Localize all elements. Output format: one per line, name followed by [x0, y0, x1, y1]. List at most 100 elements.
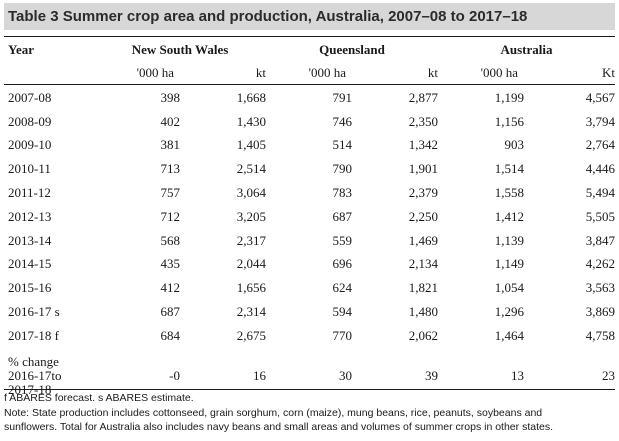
table-row: 2017-18 f 684 2,675 770 2,062 1,464 4,758 [4, 324, 615, 348]
rule-row [4, 84, 615, 86]
value-cell: 4,262 [585, 256, 615, 272]
value-cell: 4,758 [585, 327, 615, 343]
value-cell: 791 [332, 89, 353, 105]
pct-cell: 16 [253, 367, 266, 383]
table-row: 2014-15 435 2,044 696 2,134 1,149 4,262 [4, 253, 615, 277]
value-cell: 1,901 [408, 161, 438, 177]
value-cell: 2,044 [236, 256, 266, 272]
value-cell: 398 [160, 89, 181, 105]
value-cell: 3,064 [236, 185, 266, 201]
year-cell: 2016-17 s [8, 304, 60, 320]
value-cell: 1,469 [408, 232, 438, 248]
year-cell: 2009-10 [8, 137, 52, 153]
value-cell: 4,446 [585, 161, 615, 177]
value-cell: 1,342 [408, 137, 438, 153]
value-cell: 1,199 [494, 89, 524, 105]
qld-header: Queensland [319, 41, 385, 57]
note-line: Note: State production includes cottonse… [4, 406, 543, 419]
nsw-header: New South Wales [131, 41, 229, 57]
value-cell: 1,480 [408, 304, 438, 320]
table-row: 2011-12 757 3,064 783 2,379 1,558 5,494 [4, 181, 615, 205]
unit-label: '000 ha [308, 64, 346, 80]
value-cell: 712 [160, 208, 181, 224]
value-cell: 1,296 [494, 304, 524, 320]
value-cell: 903 [504, 137, 525, 153]
value-cell: 1,464 [494, 327, 524, 343]
value-cell: 770 [332, 327, 353, 343]
value-cell: 1,656 [236, 280, 266, 296]
value-cell: 746 [332, 113, 353, 129]
value-cell: 2,514 [236, 161, 266, 177]
pct-cell: -0 [169, 367, 180, 383]
year-cell: 2010-11 [8, 161, 51, 177]
value-cell: 1,558 [494, 185, 524, 201]
aus-header: Australia [500, 41, 553, 57]
table-row: 2016-17 s 687 2,314 594 1,480 1,296 3,869 [4, 300, 615, 324]
data-rows: 2007-08 398 1,668 791 2,877 1,199 4,567 2008-09… [4, 86, 615, 348]
pct-label-line: % change [8, 353, 59, 369]
value-cell: 2,764 [585, 137, 615, 153]
year-cell: 2013-14 [8, 232, 52, 248]
pct-label-line: 2016-17to [8, 367, 62, 383]
year-cell: 2008-09 [8, 113, 52, 129]
value-cell: 3,847 [585, 232, 615, 248]
value-cell: 713 [160, 161, 181, 177]
value-cell: 757 [160, 185, 181, 201]
value-cell: 2,134 [408, 256, 438, 272]
value-cell: 559 [332, 232, 353, 248]
value-cell: 2,317 [236, 232, 266, 248]
value-cell: 4,567 [585, 89, 615, 105]
pct-change-row: % change 2016-17to 2017-18 -0 16 30 39 1… [4, 348, 615, 404]
footnote-forecast: f ABARES forecast. s ABARES estimate. [4, 392, 194, 404]
value-cell: 402 [160, 113, 181, 129]
value-cell: 1,139 [494, 232, 524, 248]
value-cell: 5,494 [585, 185, 615, 201]
value-cell: 2,314 [236, 304, 266, 320]
table-title: Table 3 Summer crop area and production,… [4, 3, 615, 30]
table-row: 2007-08 398 1,668 791 2,877 1,199 4,567 [4, 86, 615, 110]
value-cell: 1,514 [494, 161, 524, 177]
value-cell: 381 [160, 137, 181, 153]
value-cell: 3,563 [585, 280, 615, 296]
value-cell: 435 [160, 256, 181, 272]
table-row: 2009-10 381 1,405 514 1,342 903 2,764 [4, 134, 615, 158]
bottom-rule [4, 389, 615, 390]
value-cell: 568 [160, 232, 181, 248]
year-cell: 2015-16 [8, 280, 52, 296]
table-notes: f ABARES forecast. s ABARES estimate. No… [4, 391, 615, 435]
table-row: 2010-11 713 2,514 790 1,901 1,514 4,446 [4, 157, 615, 181]
value-cell: 3,205 [236, 208, 266, 224]
value-cell: 1,668 [236, 89, 266, 105]
value-cell: 2,379 [408, 185, 438, 201]
pct-cell: 23 [602, 367, 615, 383]
year-cell: 2014-15 [8, 256, 52, 272]
units-spacer [4, 61, 94, 85]
value-cell: 1,054 [494, 280, 524, 296]
value-cell: 790 [332, 161, 353, 177]
value-cell: 687 [332, 208, 353, 224]
value-cell: 687 [160, 304, 181, 320]
year-cell: 2007-08 [8, 89, 52, 105]
pct-cell: 39 [425, 367, 438, 383]
value-cell: 514 [332, 137, 353, 153]
value-cell: 696 [332, 256, 353, 272]
unit-label: '000 ha [136, 64, 174, 80]
value-cell: 594 [332, 304, 353, 320]
units-row: '000 ha kt '000 ha kt '000 ha Kt [4, 61, 615, 85]
value-cell: 2,877 [408, 89, 438, 105]
top-rule [4, 36, 615, 37]
value-cell: 1,430 [236, 113, 266, 129]
value-cell: 1,149 [494, 256, 524, 272]
value-cell: 2,250 [408, 208, 438, 224]
year-cell: 2011-12 [8, 185, 51, 201]
value-cell: 3,869 [585, 304, 615, 320]
value-cell: 1,156 [494, 113, 524, 129]
header-row: Year New South Wales Queensland Australi… [4, 38, 615, 61]
value-cell: 1,412 [494, 208, 524, 224]
value-cell: 2,062 [408, 327, 438, 343]
value-cell: 412 [160, 280, 181, 296]
unit-label: '000 ha [480, 64, 518, 80]
value-cell: 3,794 [585, 113, 615, 129]
unit-label: kt [255, 64, 266, 80]
note-line: sunflowers. Total for Australia also inc… [4, 421, 553, 433]
